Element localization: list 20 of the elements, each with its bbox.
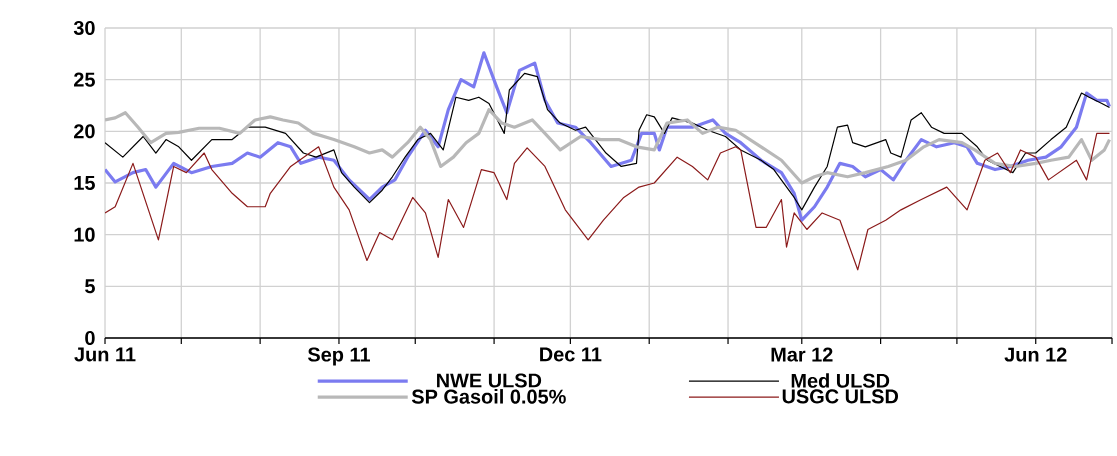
y-tick-label: 0 [85, 330, 95, 346]
y-tick-label: 10 [74, 227, 95, 242]
y-tick-label: 15 [74, 176, 95, 190]
line-series [105, 51, 1112, 222]
x-tick-label: Sep 11 [307, 347, 370, 366]
y-tick-label: 20 [74, 124, 95, 139]
line-series [105, 108, 1112, 185]
legend-label: USGC ULSD [782, 389, 899, 404]
x-tick-label: Dec 11 [540, 347, 602, 362]
x-tick-label: Jun 12 [1004, 347, 1067, 362]
legend-label: NWE ULSD [437, 373, 542, 388]
y-tick-label: 5 [85, 279, 95, 294]
x-tick-label: Mar 12 [771, 347, 833, 362]
legend-label: Med ULSD [791, 373, 890, 388]
line-series [105, 72, 1111, 211]
y-tick-label: 30 [73, 20, 95, 36]
y-tick-label: 25 [74, 72, 95, 87]
x-tick-label: Jun 11 [74, 347, 136, 362]
legend-label: SP Gasoil 0.05% [411, 389, 566, 404]
line-series [105, 132, 1111, 271]
